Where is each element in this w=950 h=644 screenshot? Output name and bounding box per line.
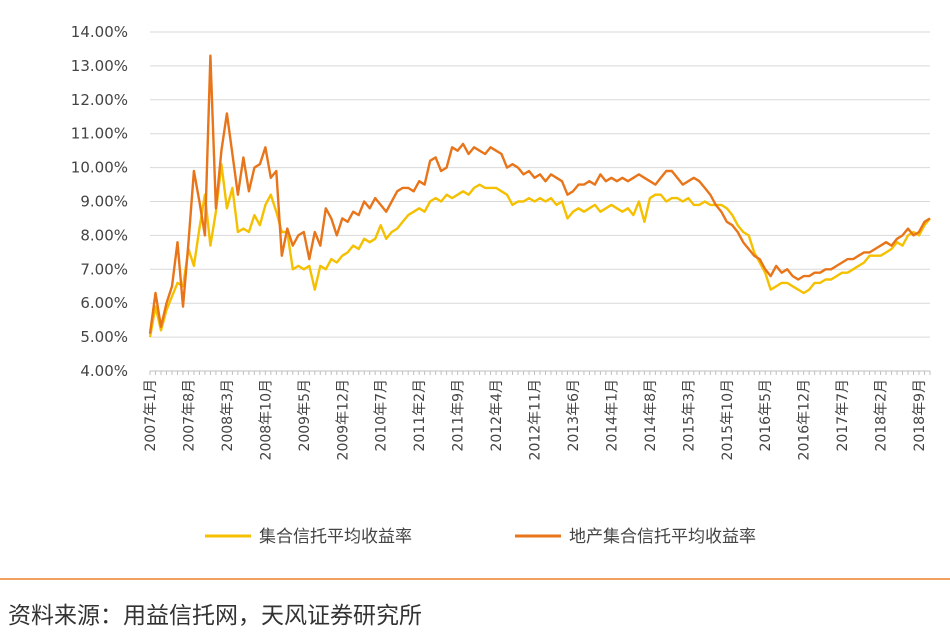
x-tick-label: 2011年9月: [451, 379, 467, 452]
y-tick-label: 14.00%: [71, 23, 128, 41]
x-tick-label: 2007年1月: [143, 379, 159, 452]
y-tick-label: 8.00%: [80, 226, 128, 244]
y-tick-label: 11.00%: [71, 125, 128, 143]
series-line-1: [148, 163, 931, 338]
source-note: 资料来源：用益信托网，天风证券研究所: [8, 603, 422, 629]
y-tick-label: 4.00%: [80, 362, 128, 380]
x-tick-label: 2008年10月: [258, 379, 274, 460]
x-tick-label: 2012年4月: [489, 379, 505, 452]
y-tick-label: 5.00%: [80, 328, 128, 346]
x-tick-label: 2015年3月: [681, 379, 697, 452]
x-tick-label: 2008年3月: [220, 379, 236, 452]
x-tick-label: 2017年7月: [835, 379, 851, 452]
legend-label-1: 集合信托平均收益率: [259, 527, 412, 547]
x-tick-label: 2007年8月: [181, 379, 197, 452]
series-line-2: [148, 54, 931, 334]
x-tick-label: 2016年12月: [797, 379, 813, 460]
x-tick-label: 2009年5月: [297, 379, 313, 452]
source-divider: [0, 578, 950, 580]
x-tick-label: 2015年10月: [720, 379, 736, 460]
y-tick-label: 10.00%: [71, 159, 128, 177]
y-tick-label: 12.00%: [71, 91, 128, 109]
x-tick-label: 2010年7月: [374, 379, 390, 452]
y-tick-label: 6.00%: [80, 294, 128, 312]
y-tick-label: 9.00%: [80, 193, 128, 211]
y-tick-label: 13.00%: [71, 57, 128, 75]
gridlines: [150, 31, 930, 372]
line-chart: 4.00% 5.00% 6.00% 7.00% 8.00% 9.00% 10.00% 11.0…: [71, 23, 931, 547]
y-axis-ticks: 4.00% 5.00% 6.00% 7.00% 8.00% 9.00% 10.00% 11.0…: [71, 23, 128, 380]
x-tick-label: 2012年11月: [528, 379, 544, 460]
legend: 集合信托平均收益率 地产集合信托平均收益率: [205, 527, 756, 547]
x-tick-label: 2011年2月: [412, 379, 428, 452]
y-tick-label: 7.00%: [80, 260, 128, 278]
x-tick-label: 2009年12月: [335, 379, 351, 460]
x-tick-label: 2018年2月: [874, 379, 890, 452]
series-lines: [148, 54, 931, 338]
x-tick-label: 2014年1月: [604, 379, 620, 452]
x-tick-label: 2018年9月: [912, 379, 928, 452]
x-tick-label: 2013年6月: [566, 379, 582, 452]
x-axis: 2007年1月 2007年8月 2008年3月 2008年10月 2009年5月 2009…: [143, 370, 931, 460]
legend-label-2: 地产集合信托平均收益率: [569, 527, 756, 547]
x-tick-label: 2014年8月: [643, 379, 659, 452]
x-tick-label: 2016年5月: [758, 379, 774, 452]
